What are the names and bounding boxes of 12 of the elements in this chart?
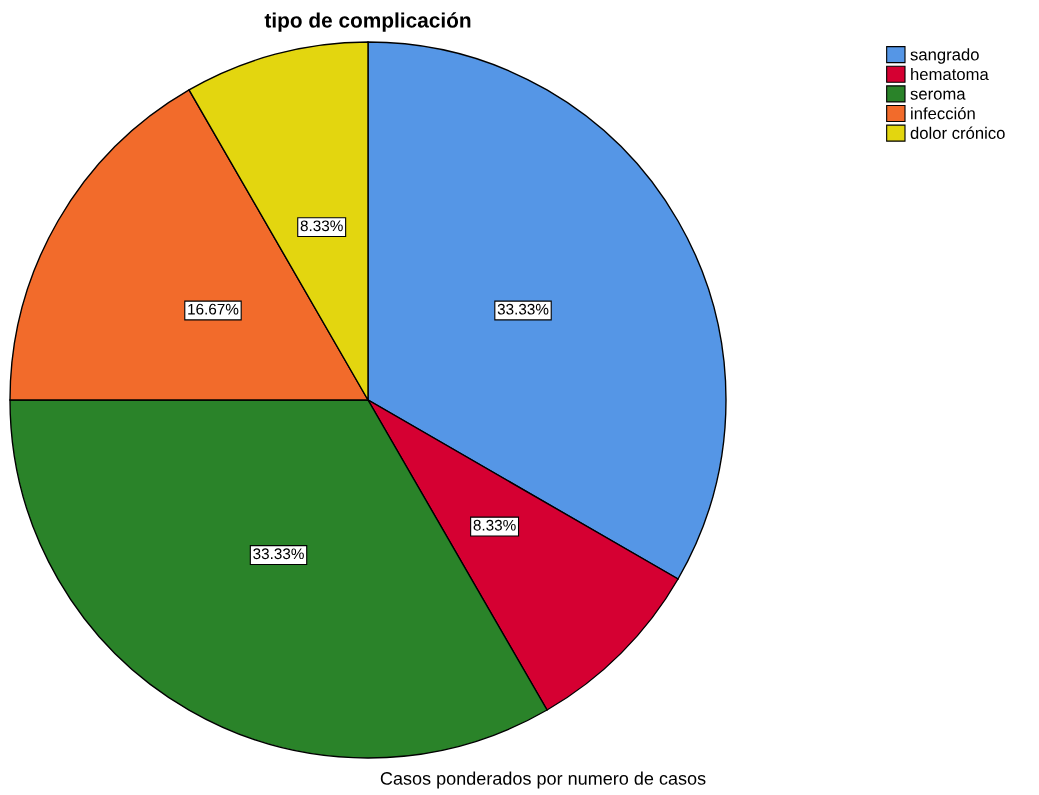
data-label: 8.33% — [473, 519, 516, 531]
legend-label: hematoma — [911, 67, 989, 81]
legend-label: seroma — [910, 90, 966, 100]
legend-label: sangrado — [910, 48, 979, 64]
legend-label: dolor crónico — [910, 126, 1005, 139]
text: Casos ponderados por numero de casos — [380, 771, 706, 789]
data-label: 8.33% — [300, 220, 343, 232]
data-label: 33.33% — [497, 303, 549, 315]
data-label: 16.67% — [188, 303, 239, 315]
data-label: 33.33% — [253, 548, 304, 560]
chart-title: tipo de complicación — [264, 12, 471, 32]
legend-label: infección — [911, 106, 975, 120]
